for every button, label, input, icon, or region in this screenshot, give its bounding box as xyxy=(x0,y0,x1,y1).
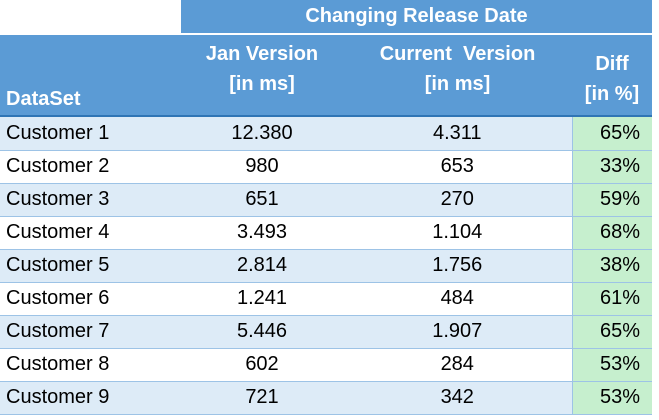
table-row: Customer 7 5.446 1.907 65% xyxy=(0,315,652,348)
cell-dataset[interactable]: Customer 1 xyxy=(0,117,181,150)
cell-diff[interactable]: 33% xyxy=(572,150,652,183)
cell-current-version[interactable]: 4.311 xyxy=(343,117,572,150)
cell-current-version[interactable]: 342 xyxy=(343,381,572,414)
column-header-diff-line2: [in %] xyxy=(572,79,652,109)
column-header-current-line1: Current Version xyxy=(343,39,572,69)
column-header-diff: Diff [in %] xyxy=(572,35,652,117)
table-row: Customer 8 602 284 53% xyxy=(0,348,652,381)
column-header-jan-line1: Jan Version xyxy=(181,39,343,69)
column-header-current-version: Current Version [in ms] xyxy=(343,35,572,117)
cell-dataset[interactable]: Customer 3 xyxy=(0,183,181,216)
table-row: Customer 9 721 342 53% xyxy=(0,381,652,414)
cell-jan-version[interactable]: 721 xyxy=(181,381,343,414)
cell-diff[interactable]: 53% xyxy=(572,348,652,381)
table-row: Customer 4 3.493 1.104 68% xyxy=(0,216,652,249)
cell-current-version[interactable]: 484 xyxy=(343,282,572,315)
column-header-dataset: DataSet xyxy=(0,35,181,117)
cell-jan-version[interactable]: 12.380 xyxy=(181,117,343,150)
cell-dataset[interactable]: Customer 2 xyxy=(0,150,181,183)
cell-diff[interactable]: 53% xyxy=(572,381,652,414)
table-row: Customer 6 1.241 484 61% xyxy=(0,282,652,315)
table-row: Customer 5 2.814 1.756 38% xyxy=(0,249,652,282)
cell-jan-version[interactable]: 5.446 xyxy=(181,315,343,348)
table-row: Customer 1 12.380 4.311 65% xyxy=(0,117,652,150)
column-header-jan-version: Jan Version [in ms] xyxy=(181,35,343,117)
cell-diff[interactable]: 68% xyxy=(572,216,652,249)
cell-current-version[interactable]: 284 xyxy=(343,348,572,381)
cell-jan-version[interactable]: 1.241 xyxy=(181,282,343,315)
table-row: Customer 3 651 270 59% xyxy=(0,183,652,216)
cell-jan-version[interactable]: 602 xyxy=(181,348,343,381)
column-header-jan-line2: [in ms] xyxy=(181,69,343,99)
cell-jan-version[interactable]: 651 xyxy=(181,183,343,216)
cell-current-version[interactable]: 653 xyxy=(343,150,572,183)
cell-dataset[interactable]: Customer 4 xyxy=(0,216,181,249)
cell-dataset[interactable]: Customer 8 xyxy=(0,348,181,381)
cell-jan-version[interactable]: 2.814 xyxy=(181,249,343,282)
column-header-diff-line1: Diff xyxy=(572,49,652,79)
cell-dataset[interactable]: Customer 6 xyxy=(0,282,181,315)
cell-jan-version[interactable]: 3.493 xyxy=(181,216,343,249)
column-header-dataset-label: DataSet xyxy=(6,88,80,111)
cell-diff[interactable]: 59% xyxy=(572,183,652,216)
cell-diff[interactable]: 65% xyxy=(572,117,652,150)
cell-dataset[interactable]: Customer 9 xyxy=(0,381,181,414)
column-header-current-line2: [in ms] xyxy=(343,69,572,99)
cell-current-version[interactable]: 1.104 xyxy=(343,216,572,249)
cell-diff[interactable]: 38% xyxy=(572,249,652,282)
table-row: Customer 2 980 653 33% xyxy=(0,150,652,183)
cell-current-version[interactable]: 1.756 xyxy=(343,249,572,282)
cell-diff[interactable]: 65% xyxy=(572,315,652,348)
cell-current-version[interactable]: 1.907 xyxy=(343,315,572,348)
cell-diff[interactable]: 61% xyxy=(572,282,652,315)
cell-dataset[interactable]: Customer 5 xyxy=(0,249,181,282)
cell-current-version[interactable]: 270 xyxy=(343,183,572,216)
data-table-body: Customer 1 12.380 4.311 65% Customer 2 9… xyxy=(0,117,652,415)
cell-dataset[interactable]: Customer 7 xyxy=(0,315,181,348)
cell-jan-version[interactable]: 980 xyxy=(181,150,343,183)
group-header-changing-release-date: Changing Release Date xyxy=(181,0,652,35)
